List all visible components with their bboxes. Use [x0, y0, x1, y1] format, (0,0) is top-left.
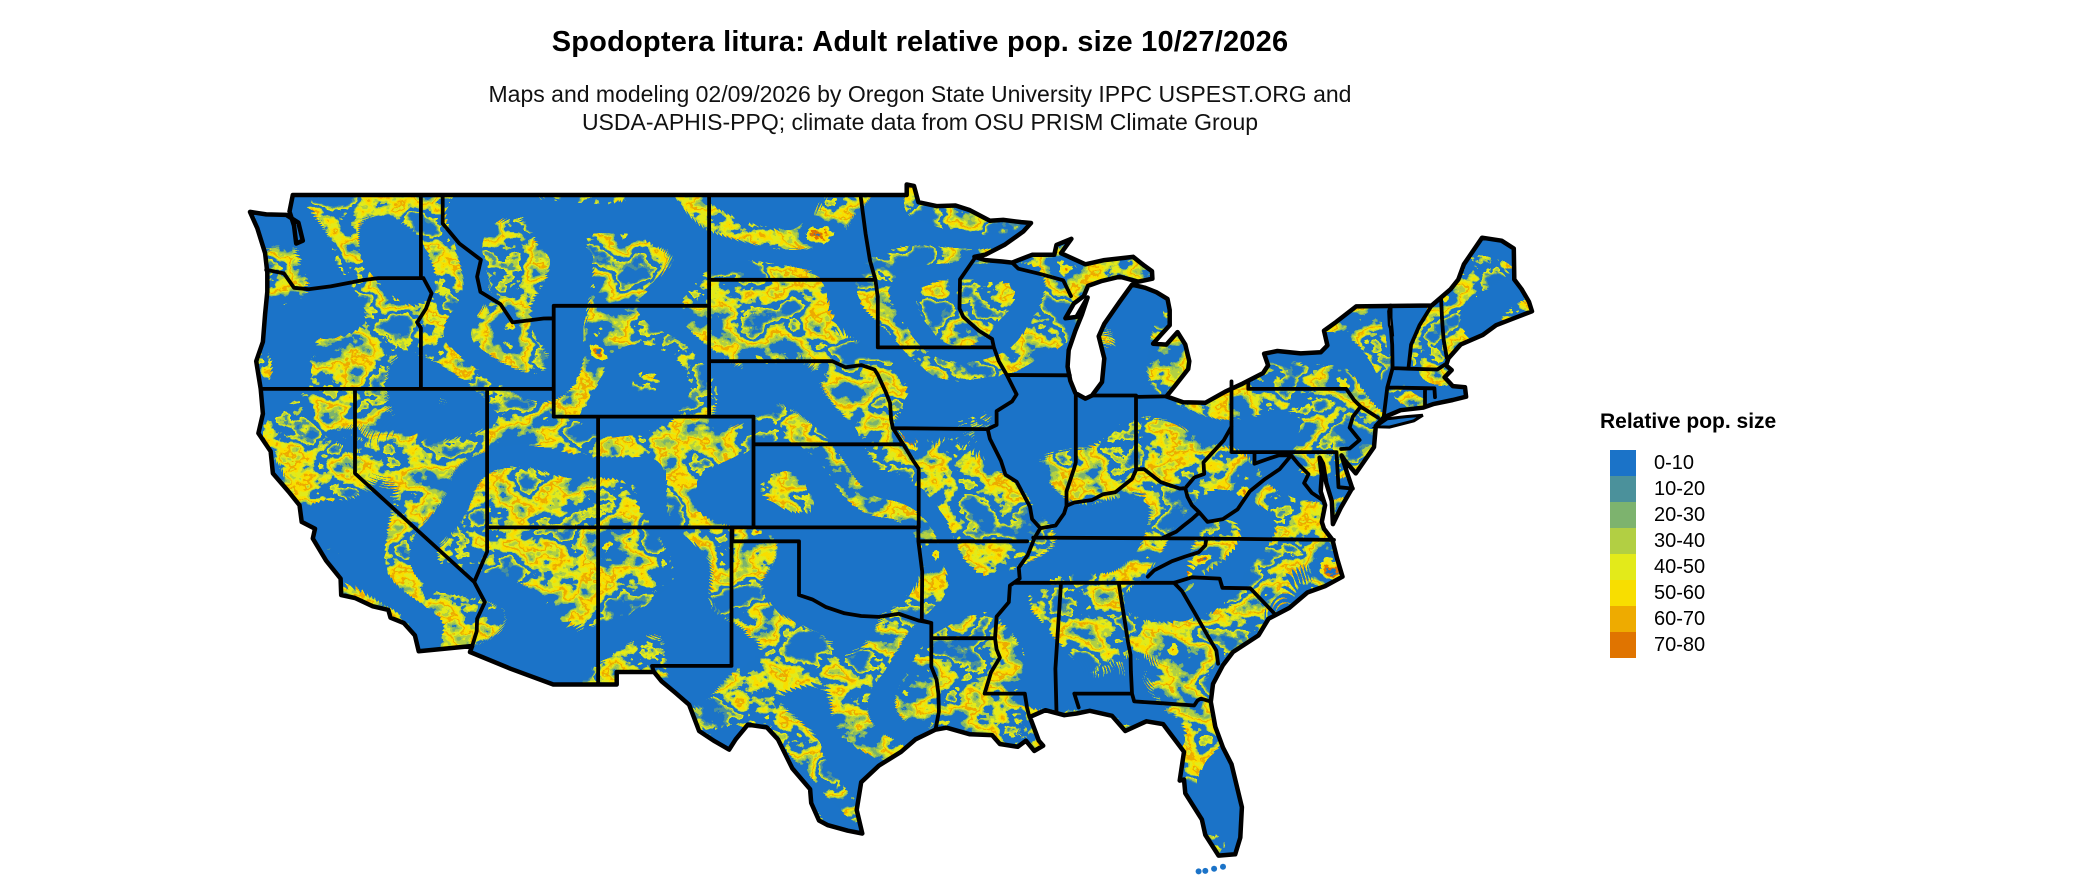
- long-island: [1371, 413, 1424, 429]
- legend-row: 70-80: [1610, 632, 1860, 658]
- state-borders: [258, 193, 1449, 732]
- legend-swatch-70-80: [1610, 632, 1636, 658]
- page-title: Spodoptera litura: Adult relative pop. s…: [551, 26, 1289, 58]
- legend-swatch-0-10: [1610, 450, 1636, 476]
- florida-keys-island: [1220, 863, 1226, 870]
- legend: Relative pop. size 0-10 10-20 20-30 30-40 40…: [1600, 410, 1860, 658]
- legend-swatch-10-20: [1610, 476, 1636, 502]
- raster-fill-layer: [250, 184, 1532, 856]
- legend-label: 50-60: [1654, 582, 1706, 604]
- legend-rows: 0-10 10-20 20-30 30-40 40-50 50-60 60-70 70-80: [1610, 450, 1860, 658]
- legend-row: 40-50: [1610, 554, 1860, 580]
- legend-label: 30-40: [1654, 530, 1706, 552]
- florida-keys-island: [1211, 865, 1218, 872]
- legend-swatch-60-70: [1610, 606, 1636, 632]
- legend-label: 70-80: [1654, 634, 1706, 656]
- legend-row: 30-40: [1610, 528, 1860, 554]
- florida-keys-island: [1195, 868, 1202, 875]
- legend-swatch-40-50: [1610, 554, 1636, 580]
- legend-row: 20-30: [1610, 502, 1860, 528]
- lake-champlain: [1387, 305, 1395, 337]
- legend-label: 0-10: [1654, 452, 1695, 474]
- legend-label: 40-50: [1654, 556, 1706, 578]
- florida-keys: [1195, 863, 1226, 875]
- legend-title: Relative pop. size: [1600, 410, 1777, 433]
- legend-label: 60-70: [1654, 608, 1706, 630]
- subtitle-line-2: USDA-APHIS-PPQ; climate data from OSU PR…: [581, 109, 1259, 135]
- legend-label: 10-20: [1654, 478, 1706, 500]
- legend-row: 50-60: [1610, 580, 1860, 606]
- legend-label: 20-30: [1654, 504, 1706, 526]
- legend-row: 60-70: [1610, 606, 1860, 632]
- legend-swatch-30-40: [1610, 528, 1636, 554]
- page-subtitle: Maps and modeling 02/09/2026 by Oregon S…: [0, 80, 1840, 136]
- legend-row: 10-20: [1610, 476, 1860, 502]
- legend-row: 0-10: [1610, 450, 1860, 476]
- florida-keys-island: [1202, 867, 1209, 874]
- legend-swatch-50-60: [1610, 580, 1636, 606]
- subtitle-line-1: Maps and modeling 02/09/2026 by Oregon S…: [488, 81, 1352, 107]
- legend-swatch-20-30: [1610, 502, 1636, 528]
